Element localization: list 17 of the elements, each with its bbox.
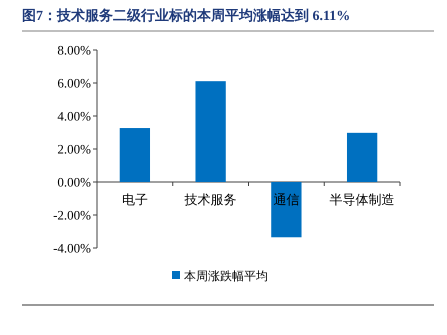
y-tick-label: 4.00% <box>57 108 92 124</box>
x-tick-label: 通信 <box>273 193 300 208</box>
y-tick-label: -2.00% <box>53 208 92 222</box>
y-tick-label: 6.00% <box>57 76 92 90</box>
y-tick-label: 0.00% <box>57 174 92 190</box>
y-tick-label: 8.00% <box>57 42 92 58</box>
legend-label: 本周涨跌幅平均 <box>184 269 268 283</box>
x-tick-label: 半导体制造 <box>330 193 395 208</box>
x-tick-label: 电子 <box>122 193 148 208</box>
bar <box>346 132 378 182</box>
chart-title: 图7：技术服务二级行业标的本周平均涨幅达到 6.11% <box>22 8 350 24</box>
y-tick-label: 2.00% <box>57 142 92 156</box>
x-tick-label: 技术服务 <box>184 193 237 208</box>
bar <box>195 81 226 182</box>
bar <box>271 182 302 238</box>
y-tick-label: -4.00% <box>53 240 92 256</box>
bar <box>120 128 150 182</box>
